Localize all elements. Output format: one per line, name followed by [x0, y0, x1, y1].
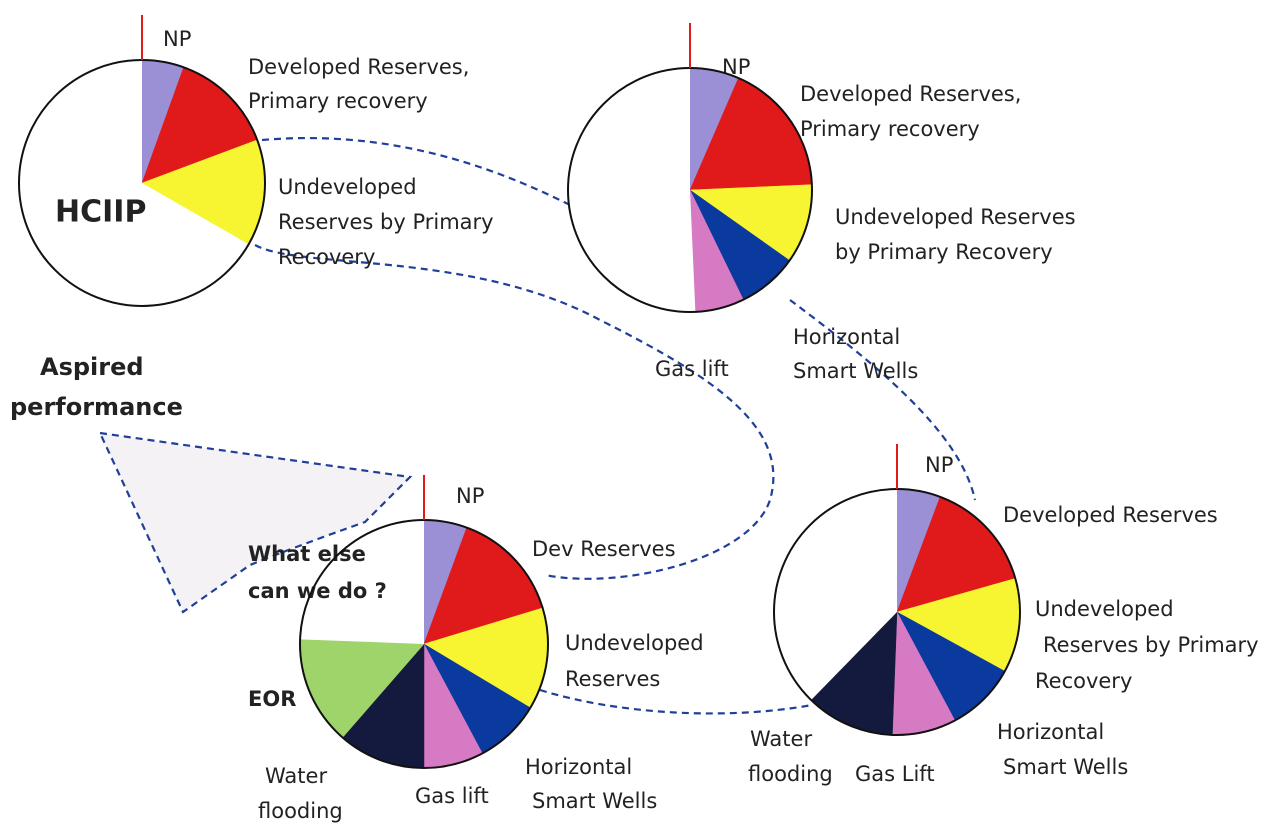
slice-label: Undeveloped [1035, 597, 1174, 621]
slice-label: Reserves by Primary [1043, 633, 1259, 657]
slice-label: flooding [258, 799, 343, 823]
slice-label: Developed Reserves [1003, 503, 1218, 527]
slice-label: Horizontal [793, 325, 900, 349]
slice-label: NP [722, 55, 750, 79]
pie-slice [18, 60, 249, 307]
slice-label: Gas Lift [855, 762, 935, 786]
slice-label: Reserves by Primary [278, 210, 494, 234]
slice-label: NP [456, 484, 484, 508]
slice-label: Developed Reserves, [248, 55, 469, 79]
slice-label: Water [750, 727, 812, 751]
slice-label: HCIIP [55, 195, 146, 230]
annotation: performance [10, 393, 183, 421]
slice-label: Gas lift [415, 784, 489, 808]
connector [789, 299, 977, 501]
connector [254, 244, 775, 580]
slice-label: NP [163, 27, 191, 51]
aspired-arrow [98, 431, 413, 614]
annotation: Aspired [40, 353, 144, 381]
slice-label: Smart Wells [532, 789, 657, 813]
slice-label: Dev Reserves [532, 537, 676, 561]
pie-slice [300, 520, 424, 644]
slice-label: Reserves [565, 667, 660, 691]
slice-label: Recovery [278, 245, 375, 269]
slice-label: Gas lift [655, 357, 729, 381]
slice-label: Water [265, 764, 327, 788]
slice-label: Smart Wells [793, 359, 918, 383]
slice-label: Undeveloped Reserves [835, 205, 1076, 229]
connector [539, 688, 813, 715]
pie-slice [773, 489, 897, 701]
connector [261, 137, 571, 206]
slice-label: NP [925, 453, 953, 477]
slice-label: Developed Reserves, [800, 82, 1021, 106]
slice-label: can we do ? [248, 579, 387, 603]
pie-slice [567, 68, 696, 313]
slice-label: Primary recovery [248, 89, 428, 113]
slice-label: Undeveloped [565, 631, 704, 655]
slice-label: EOR [248, 687, 296, 711]
slice-label: Horizontal [997, 720, 1104, 744]
slice-label: by Primary Recovery [835, 240, 1053, 264]
slice-label: What else [248, 542, 366, 566]
slice-label: Horizontal [525, 755, 632, 779]
slice-label: Smart Wells [1003, 755, 1128, 779]
slice-label: Undeveloped [278, 175, 417, 199]
slice-label: Primary recovery [800, 117, 980, 141]
slice-label: Recovery [1035, 669, 1132, 693]
slice-label: flooding [748, 762, 833, 786]
